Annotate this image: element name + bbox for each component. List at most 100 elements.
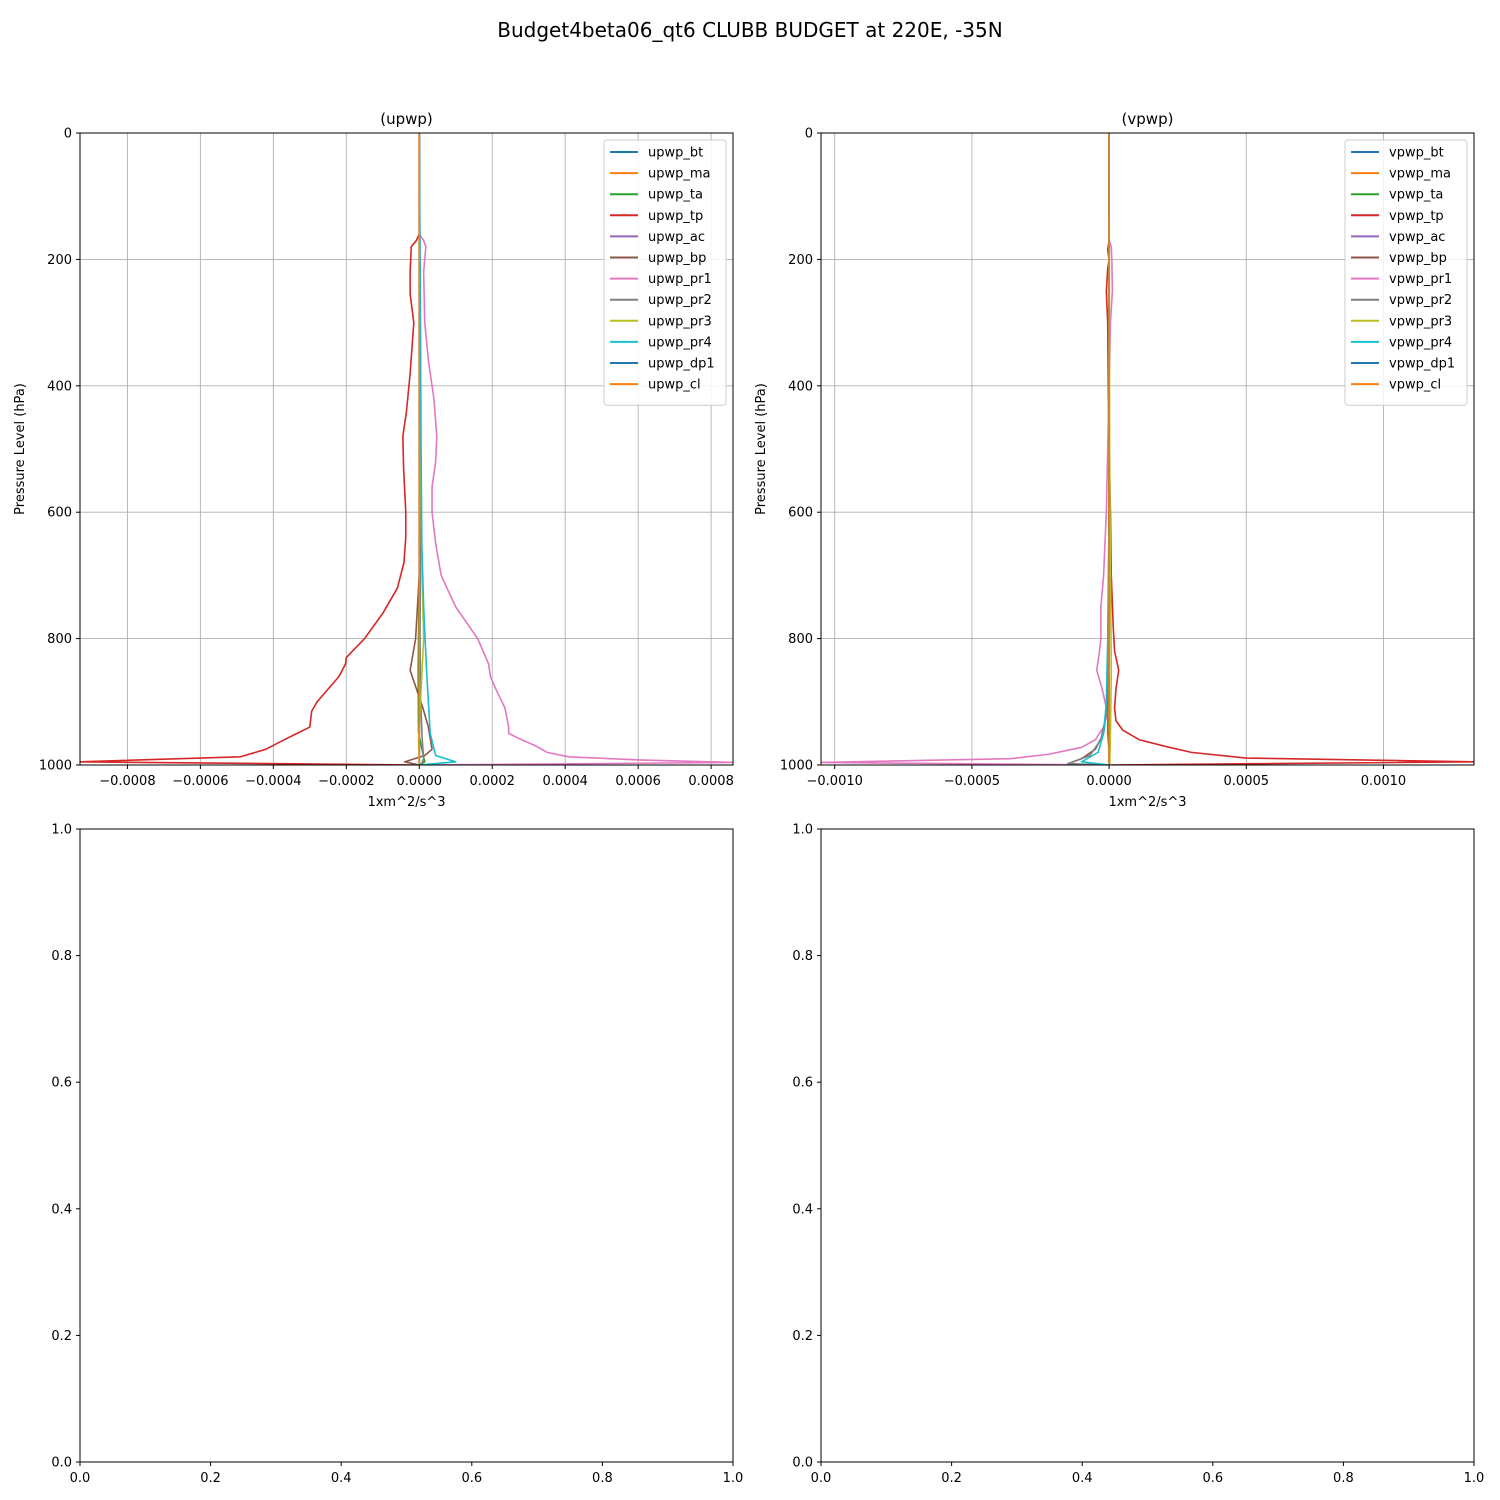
y-tick-label: 800: [47, 632, 72, 647]
legend-label-vpwp_bt: vpwp_bt: [1389, 146, 1444, 161]
x-tick-label: 1.0: [1464, 1471, 1485, 1486]
x-tick-label: 0.0005: [1224, 774, 1270, 789]
series-line-upwp_bp: [403, 133, 433, 765]
figure-suptitle: Budget4beta06_qt6 CLUBB BUDGET at 220E, …: [497, 18, 1002, 42]
legend-box: [1344, 139, 1468, 406]
plot-frame: [820, 132, 1475, 766]
x-tick-label: −0.0006: [172, 774, 228, 789]
x-tick-label: 0.0010: [1361, 774, 1407, 789]
panel-2: −0.0010 −0.0005 0.0000 0.0005 0.0010 0 200 400 6…: [754, 110, 1475, 810]
plot-frame: [820, 828, 1475, 1463]
plot-area: [821, 829, 1474, 1462]
x-axis-label: 1xm^2/s^3: [1108, 795, 1186, 810]
legend-label-vpwp_ma: vpwp_ma: [1389, 167, 1451, 182]
legend-label-vpwp_ac: vpwp_ac: [1389, 230, 1445, 245]
legend-label-vpwp_dp1: vpwp_dp1: [1389, 357, 1455, 372]
y-tick-label: 0: [64, 127, 72, 142]
x-tick-label: −0.0008: [99, 774, 155, 789]
series-line-vpwp_pr1: [821, 133, 1114, 765]
y-tick-label: 0.2: [792, 1329, 813, 1344]
y-tick-label: 1.0: [792, 823, 813, 838]
y-tick-label: 0.6: [792, 1076, 813, 1091]
panel-title: (vpwp): [1122, 110, 1174, 128]
x-tick-label: −0.0004: [245, 774, 301, 789]
x-tick-label: 0.0000: [1086, 774, 1132, 789]
y-tick-label: 0.4: [792, 1202, 813, 1217]
y-tick-label: 200: [47, 253, 72, 268]
x-tick-label: −0.0010: [807, 774, 863, 789]
x-tick-label: 0.0000: [397, 774, 443, 789]
x-tick-label: 0.6: [1202, 1471, 1223, 1486]
subplot-grid: −0.0008 −0.0006 −0.0004 −0.0002 0.0000 0.0002…: [13, 110, 1484, 1486]
panel-title: (upwp): [380, 110, 433, 128]
legend-label-upwp_tp: upwp_tp: [648, 209, 703, 224]
series-line-vpwp_tp: [1105, 133, 1474, 765]
x-tick-label: 0.2: [941, 1471, 962, 1486]
plot-area: [80, 829, 733, 1462]
legend-label-upwp_cl: upwp_cl: [648, 378, 701, 393]
legend-label-upwp_pr3: upwp_pr3: [648, 314, 712, 329]
series-group: [80, 133, 733, 765]
y-tick-label: 800: [788, 632, 813, 647]
y-tick-label: 0.8: [51, 949, 72, 964]
y-tick-label: 200: [788, 253, 813, 268]
x-tick-label: 0.4: [1072, 1471, 1093, 1486]
x-tick-label: 0.8: [592, 1471, 613, 1486]
y-tick-label: 1.0: [51, 823, 72, 838]
y-tick-label: 0.0: [792, 1456, 813, 1471]
plot-frame: [79, 828, 734, 1463]
panel-4: 0.0 0.2 0.4 0.6 0.8 1.0 0.0 0.2 0.4 0.6 0.8 1.0: [792, 823, 1484, 1487]
legend-label-vpwp_pr3: vpwp_pr3: [1389, 314, 1452, 329]
legend-label-vpwp_ta: vpwp_ta: [1389, 188, 1443, 203]
series-line-upwp_pr4: [418, 133, 457, 765]
legend-label-upwp_bp: upwp_bp: [648, 251, 706, 266]
legend-label-vpwp_tp: vpwp_tp: [1389, 209, 1444, 224]
x-tick-label: 0.0002: [469, 774, 515, 789]
y-tick-label: 600: [47, 506, 72, 521]
x-tick-label: 0.0006: [615, 774, 661, 789]
y-tick-label: 0.0: [51, 1456, 72, 1471]
y-tick-label: 400: [47, 379, 72, 394]
x-tick-label: 0.4: [331, 1471, 352, 1486]
plot-frame: [79, 132, 734, 766]
y-tick-label: 0.6: [51, 1076, 72, 1091]
legend-label-vpwp_cl: vpwp_cl: [1389, 378, 1441, 393]
x-tick-label: 0.0: [70, 1471, 91, 1486]
legend-label-vpwp_pr4: vpwp_pr4: [1389, 335, 1452, 350]
y-tick-label: 400: [788, 379, 813, 394]
y-axis-label: Pressure Level (hPa): [754, 383, 769, 515]
legend-label-vpwp_pr2: vpwp_pr2: [1389, 293, 1452, 308]
legend-label-upwp_pr1: upwp_pr1: [648, 272, 712, 287]
x-tick-label: −0.0002: [318, 774, 374, 789]
series-line-upwp_tp: [80, 133, 421, 765]
x-tick-label: 0.0004: [542, 774, 588, 789]
y-tick-label: 0: [805, 127, 813, 142]
x-tick-label: 0.2: [200, 1471, 221, 1486]
y-tick-label: 0.2: [51, 1329, 72, 1344]
legend-label-upwp_ac: upwp_ac: [648, 230, 705, 245]
legend-label-upwp_bt: upwp_bt: [648, 146, 703, 161]
series-group: [821, 133, 1474, 765]
x-tick-label: 1.0: [723, 1471, 744, 1486]
y-tick-label: 0.8: [792, 949, 813, 964]
series-line-upwp_pr1: [418, 133, 733, 765]
legend-label-upwp_dp1: upwp_dp1: [648, 357, 715, 372]
legend: vpwp_bt vpwp_ma vpwp_ta vpwp_tp vpwp_ac vpwp_…: [1344, 139, 1468, 406]
legend-label-vpwp_bp: vpwp_bp: [1389, 251, 1447, 266]
x-tick-label: −0.0005: [944, 774, 1000, 789]
y-tick-label: 600: [788, 506, 813, 521]
legend-label-upwp_ta: upwp_ta: [648, 188, 703, 203]
legend-label-vpwp_pr1: vpwp_pr1: [1389, 272, 1452, 287]
x-axis-label: 1xm^2/s^3: [367, 795, 445, 810]
legend-label-upwp_ma: upwp_ma: [648, 167, 711, 182]
panel-3: 0.0 0.2 0.4 0.6 0.8 1.0 0.0 0.2 0.4 0.6 0.8 1.0: [51, 823, 743, 1487]
x-tick-label: 0.0: [811, 1471, 832, 1486]
legend-box: [603, 139, 727, 406]
legend-label-upwp_pr4: upwp_pr4: [648, 335, 712, 350]
legend: upwp_bt upwp_ma upwp_ta upwp_tp upwp_ac upwp_…: [603, 139, 727, 406]
legend-label-upwp_pr2: upwp_pr2: [648, 293, 712, 308]
y-tick-label: 1000: [780, 759, 813, 774]
x-tick-label: 0.0008: [688, 774, 734, 789]
y-tick-label: 1000: [39, 759, 72, 774]
